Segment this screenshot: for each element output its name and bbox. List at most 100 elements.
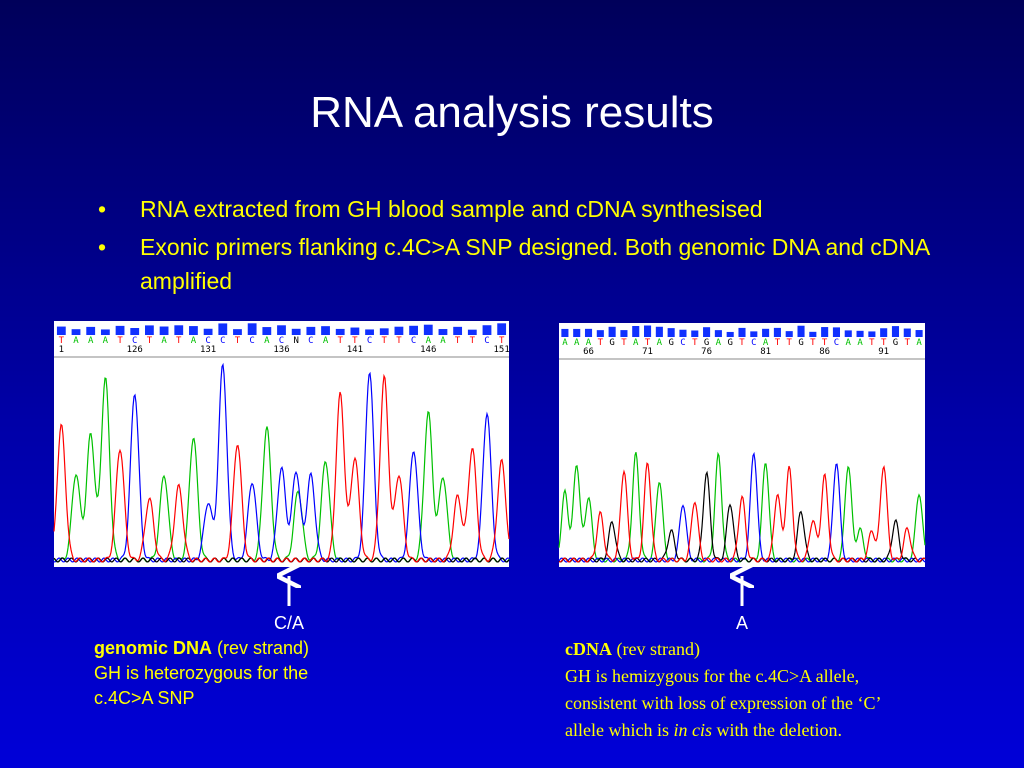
quality-bar [379,328,389,335]
base-letter: T [59,336,65,346]
base-letter: T [396,336,402,346]
quality-bar [321,326,330,335]
trace [558,462,926,563]
quality-bar [773,327,781,337]
base-letter: T [470,336,476,346]
bullet: Exonic primers flanking c.4C>A SNP desig… [98,230,938,298]
base-letter: G [798,338,803,348]
quality-bar [596,330,604,337]
quality-bar [655,326,663,337]
quality-bar [691,330,699,337]
quality-bar [785,331,793,337]
quality-bar [453,326,463,335]
base-letter: C [205,336,210,346]
base-letter: T [621,338,627,348]
marker-label: C/A [273,613,304,633]
base-letter: A [161,336,167,346]
quality-bar [620,330,628,337]
position-label: 146 [420,345,436,355]
base-letter: A [763,338,769,348]
base-letter: T [352,336,358,346]
base-letter: A [574,338,580,348]
base-letter: N [293,336,298,346]
base-letter: A [440,336,446,346]
caption-line: with the deletion. [716,720,842,740]
quality-bar [233,329,242,335]
base-letter: C [220,336,225,346]
trace [53,373,510,563]
base-letter: C [308,336,313,346]
quality-bar [762,328,770,337]
quality-bar [71,329,81,335]
base-letter: G [704,338,709,348]
quality-bar [891,326,900,337]
quality-bar [632,325,640,337]
base-letter: T [117,336,123,346]
position-label: 91 [878,347,889,357]
quality-bar [86,326,96,335]
quality-bar [394,326,404,335]
quality-bar [497,323,507,335]
caption-note: (rev strand) [217,638,310,658]
base-letter: T [382,336,388,346]
chromatogram-frame [559,323,925,567]
quality-bar [856,330,864,337]
quality-bar [821,327,829,337]
caption-line: GH is heterozygous for the [94,663,309,683]
quality-bar [115,325,125,335]
position-label: 81 [760,347,771,357]
base-letter: C [132,336,137,346]
position-label: 76 [701,347,712,357]
caption-line: GH is hemizygous for the c.4C>A allele, [565,666,860,686]
quality-bar [726,331,734,337]
marker-label: A [735,613,748,633]
base-letter: A [264,336,270,346]
base-letter: C [834,338,839,348]
quality-bar [667,328,675,337]
quality-bar [608,326,616,337]
quality-bar [277,325,286,335]
base-letter: G [893,338,898,348]
base-letter: T [147,336,153,346]
base-letter: C [279,336,284,346]
quality-bar [679,329,687,337]
quality-bar [350,327,360,335]
quality-bar [703,327,711,337]
quality-bar [130,328,140,335]
base-letter: T [176,336,182,346]
base-letter: C [411,336,416,346]
base-letter: T [810,338,816,348]
quality-bar [438,329,448,335]
base-letter: A [916,338,922,348]
base-letter: G [727,338,732,348]
base-letter: A [323,336,329,346]
quality-bar [584,328,593,337]
position-label: 71 [642,347,653,357]
position-label: 136 [273,345,289,355]
base-letter: T [235,336,241,346]
chromatogram-frame [54,321,509,567]
base-letter: A [191,336,197,346]
base-letter: T [787,338,793,348]
bullet: RNA extracted from GH blood sample and c… [98,192,938,226]
quality-bar [880,328,888,337]
quality-bar [100,329,110,335]
quality-bar [335,328,345,335]
base-letter: A [633,338,639,348]
caption: cDNA (rev strand) GH is hemizygous for th… [565,636,881,744]
caption-italic: in cis [673,720,712,740]
base-letter: T [598,338,604,348]
base-letter: T [645,338,651,348]
quality-bar [903,328,911,337]
caption-line: c.4C>A SNP [94,688,195,708]
base-letter: A [716,338,722,348]
base-letter: T [869,338,875,348]
base-letter: T [775,338,781,348]
quality-bar [423,324,433,335]
base-letter: A [657,338,663,348]
base-letter: T [499,336,505,346]
quality-bar [203,328,213,335]
base-letter: T [881,338,887,348]
